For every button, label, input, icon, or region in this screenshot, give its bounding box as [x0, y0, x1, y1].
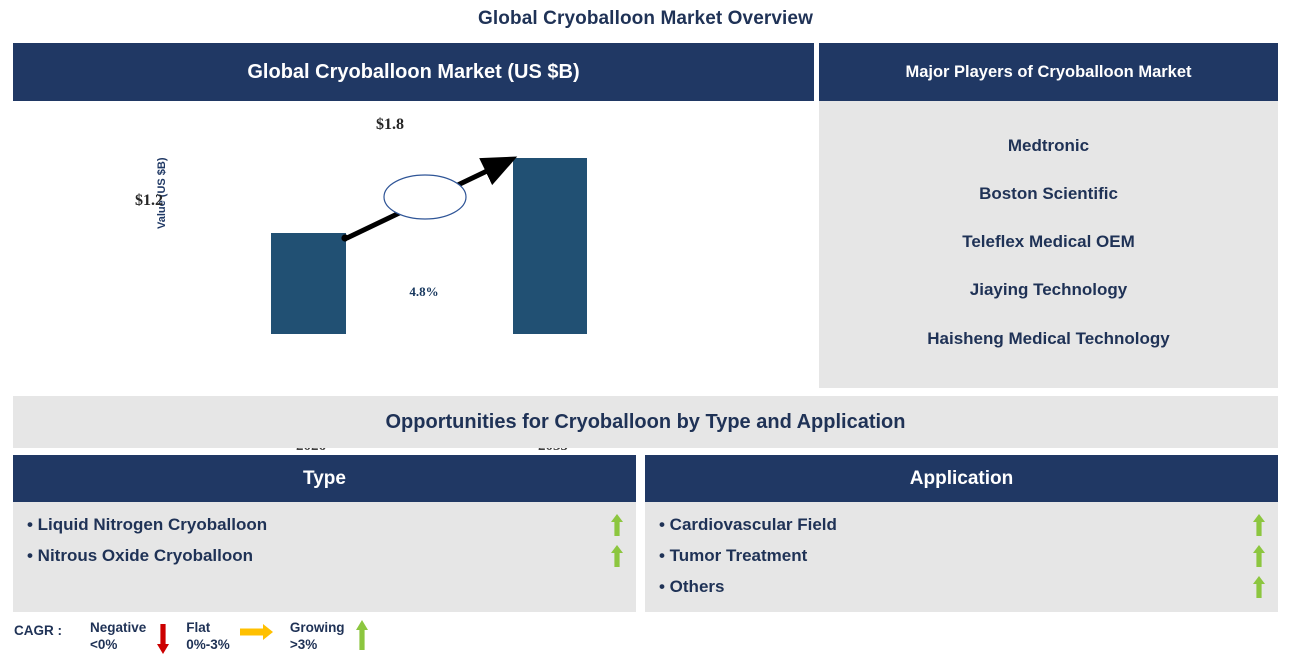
opportunities-banner: Opportunities for Cryoballoon by Type an… [13, 396, 1278, 448]
application-list: • Cardiovascular Field • Tumor Treatment… [645, 502, 1278, 612]
players-panel-header: Major Players of Cryoballoon Market [819, 43, 1278, 101]
cagr-value-label: 4.8% [409, 284, 439, 299]
legend-entry-flat: Flat 0%-3% [186, 620, 284, 654]
application-item-label: • Cardiovascular Field [659, 514, 837, 534]
chart-plot-area [173, 119, 673, 334]
cagr-legend-title: CAGR : [14, 623, 62, 638]
arrow-up-icon [1253, 575, 1265, 598]
arrow-up-icon [611, 544, 623, 567]
list-item: Medtronic [1007, 135, 1090, 155]
market-panel-header: Global Cryoballoon Market (US $B) [13, 43, 814, 101]
top-row: Global Cryoballoon Market (US $B) Value … [13, 43, 1278, 483]
type-header: Type [13, 455, 636, 502]
bar-value-2035: $1.8 [376, 116, 404, 133]
type-item-label: • Liquid Nitrogen Cryoballoon [27, 514, 268, 534]
legend-growing-label: Growing [289, 620, 345, 635]
arrow-right-icon [239, 624, 273, 640]
legend-negative-text: Negative <0% [90, 620, 146, 654]
market-panel-body: Value (US $B) 4.8% $1.2 [13, 101, 814, 483]
legend-flat-text: Flat 0%-3% [186, 620, 230, 654]
list-item: Boston Scientific [979, 183, 1118, 203]
bar-chart: Value (US $B) 4.8% $1.2 [13, 101, 814, 483]
list-item: Jiaying Technology [969, 280, 1128, 300]
arrow-up-icon [611, 513, 623, 536]
market-chart-panel: Global Cryoballoon Market (US $B) Value … [13, 43, 814, 483]
application-item-label: • Tumor Treatment [659, 545, 808, 565]
legend-entry-growing: Growing >3% [290, 620, 379, 654]
legend-negative-range: <0% [90, 636, 118, 652]
legend-flat-label: Flat [186, 620, 211, 635]
application-header: Application [645, 455, 1278, 502]
page-title: Global Cryoballoon Market Overview [478, 8, 813, 29]
list-item: Haisheng Medical Technology [927, 328, 1170, 348]
legend-flat-range: 0%-3% [186, 636, 230, 652]
application-item-label: • Others [659, 576, 725, 596]
bar-value-2026: $1.2 [135, 192, 163, 209]
type-column: Type • Liquid Nitrogen Cryoballoon • Nit… [13, 455, 636, 612]
players-list: Medtronic Boston Scientific Teleflex Med… [819, 101, 1278, 388]
list-item: Teleflex Medical OEM [962, 232, 1135, 252]
type-item-label: • Nitrous Oxide Cryoballoon [27, 545, 254, 565]
arrow-down-icon [157, 624, 170, 654]
legend-negative-label: Negative [90, 620, 147, 635]
bar-2035 [513, 158, 587, 334]
cagr-legend: CAGR : Negative <0% Flat 0%-3% Growing >… [14, 620, 385, 654]
list-item: • Others [645, 571, 1278, 602]
list-item: • Nitrous Oxide Cryoballoon [13, 540, 636, 571]
application-column: Application • Cardiovascular Field • Tum… [645, 455, 1278, 612]
major-players-panel: Major Players of Cryoballoon Market Medt… [819, 43, 1278, 388]
cagr-arrow-annotation [341, 156, 518, 242]
legend-growing-text: Growing >3% [290, 620, 345, 654]
type-list: • Liquid Nitrogen Cryoballoon • Nitrous … [13, 502, 636, 612]
legend-growing-range: >3% [289, 636, 318, 652]
arrow-up-icon [355, 620, 368, 650]
bottom-row: Type • Liquid Nitrogen Cryoballoon • Nit… [13, 455, 1278, 612]
arrow-up-icon [1253, 544, 1265, 567]
list-item: • Liquid Nitrogen Cryoballoon [13, 509, 636, 540]
bar-2026 [271, 233, 346, 334]
list-item: • Tumor Treatment [645, 540, 1278, 571]
list-item: • Cardiovascular Field [645, 509, 1278, 540]
arrow-up-icon [1253, 513, 1265, 536]
legend-entry-negative: Negative <0% [90, 620, 180, 654]
